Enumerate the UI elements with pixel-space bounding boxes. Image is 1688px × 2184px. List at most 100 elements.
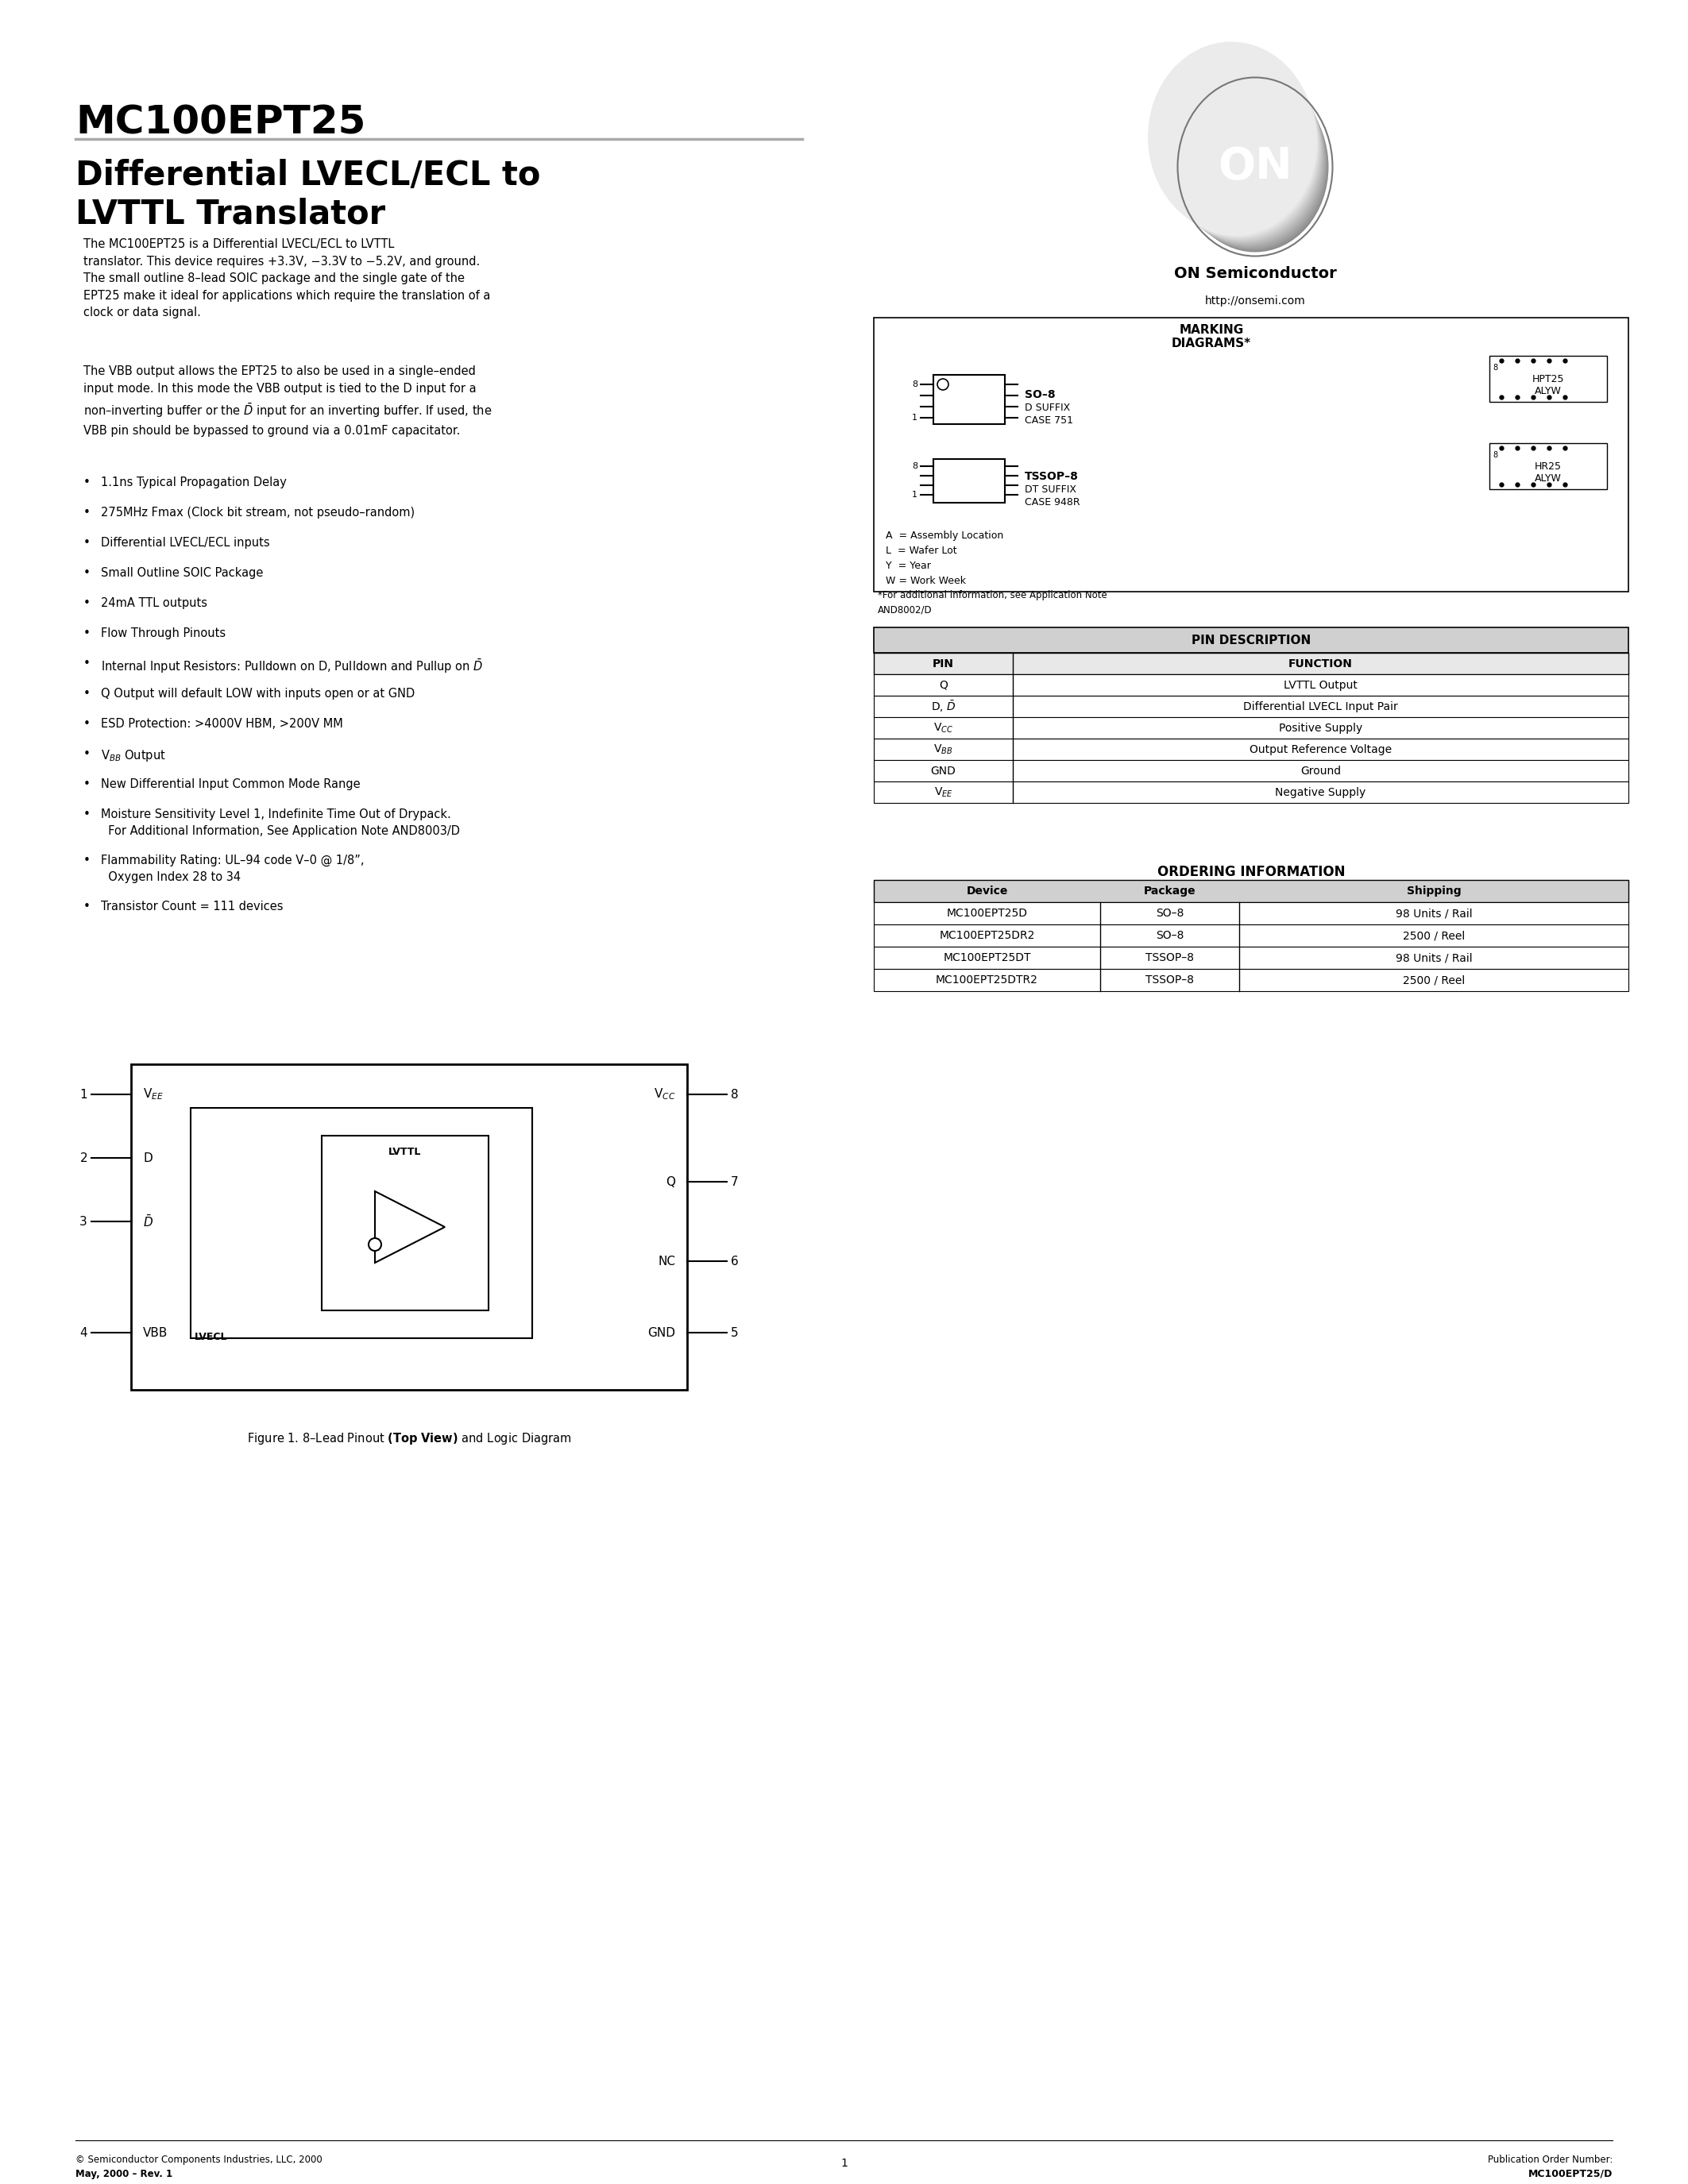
Text: 8: 8 bbox=[1492, 452, 1497, 459]
Text: *For additional information, see Application Note
AND8002/D: *For additional information, see Applica… bbox=[878, 590, 1107, 614]
FancyBboxPatch shape bbox=[874, 317, 1629, 592]
Text: 275MHz Fmax (Clock bit stream, not pseudo–random): 275MHz Fmax (Clock bit stream, not pseud… bbox=[101, 507, 415, 518]
Text: 98 Units / Rail: 98 Units / Rail bbox=[1396, 952, 1472, 963]
Text: Flow Through Pinouts: Flow Through Pinouts bbox=[101, 627, 226, 640]
Ellipse shape bbox=[1165, 61, 1322, 242]
Ellipse shape bbox=[1168, 66, 1323, 245]
FancyBboxPatch shape bbox=[191, 1107, 532, 1339]
Text: Transistor Count = 111 devices: Transistor Count = 111 devices bbox=[101, 900, 284, 913]
FancyBboxPatch shape bbox=[874, 653, 1629, 675]
Text: The VBB output allows the EPT25 to also be used in a single–ended
input mode. In: The VBB output allows the EPT25 to also … bbox=[83, 365, 491, 437]
Text: ESD Protection: >4000V HBM, >200V MM: ESD Protection: >4000V HBM, >200V MM bbox=[101, 719, 343, 729]
Text: 8: 8 bbox=[912, 380, 918, 389]
Text: 6: 6 bbox=[731, 1256, 739, 1267]
Text: •: • bbox=[83, 808, 91, 821]
FancyBboxPatch shape bbox=[874, 782, 1629, 804]
Text: LVTTL Output: LVTTL Output bbox=[1285, 679, 1357, 690]
Text: MC100EPT25D: MC100EPT25D bbox=[947, 909, 1028, 919]
Ellipse shape bbox=[1155, 50, 1317, 236]
Text: •: • bbox=[83, 778, 91, 791]
Text: 1: 1 bbox=[912, 491, 918, 498]
Text: 3: 3 bbox=[79, 1216, 88, 1227]
FancyBboxPatch shape bbox=[933, 459, 1004, 502]
Text: V$_{CC}$: V$_{CC}$ bbox=[653, 1088, 675, 1101]
Circle shape bbox=[937, 378, 949, 391]
Text: Ground: Ground bbox=[1300, 764, 1340, 775]
Text: ORDERING INFORMATION: ORDERING INFORMATION bbox=[1158, 865, 1345, 880]
Text: Package: Package bbox=[1144, 885, 1195, 898]
Ellipse shape bbox=[1180, 81, 1328, 251]
Text: •: • bbox=[83, 854, 91, 867]
Text: V$_{EE}$: V$_{EE}$ bbox=[933, 786, 952, 799]
Text: © Semiconductor Components Industries, LLC, 2000: © Semiconductor Components Industries, L… bbox=[76, 2156, 322, 2164]
Text: ALYW: ALYW bbox=[1534, 474, 1561, 483]
FancyBboxPatch shape bbox=[874, 675, 1629, 697]
FancyBboxPatch shape bbox=[874, 760, 1629, 782]
Text: MC100EPT25/D: MC100EPT25/D bbox=[1528, 2169, 1612, 2180]
Text: HR25: HR25 bbox=[1534, 461, 1561, 472]
Text: V$_{BB}$: V$_{BB}$ bbox=[933, 743, 954, 756]
Text: Output Reference Voltage: Output Reference Voltage bbox=[1249, 745, 1391, 756]
FancyBboxPatch shape bbox=[874, 627, 1629, 653]
Text: W = Work Week: W = Work Week bbox=[886, 577, 966, 585]
Text: •: • bbox=[83, 627, 91, 640]
Text: Q Output will default LOW with inputs open or at GND: Q Output will default LOW with inputs op… bbox=[101, 688, 415, 699]
Text: NC: NC bbox=[658, 1256, 675, 1267]
Text: The MC100EPT25 is a Differential LVECL/ECL to LVTTL
translator. This device requ: The MC100EPT25 is a Differential LVECL/E… bbox=[83, 238, 491, 319]
Text: MC100EPT25DT: MC100EPT25DT bbox=[944, 952, 1031, 963]
FancyBboxPatch shape bbox=[322, 1136, 488, 1310]
Text: Device: Device bbox=[966, 885, 1008, 898]
Text: Flammability Rating: UL–94 code V–0 @ 1/8”,
  Oxygen Index 28 to 34: Flammability Rating: UL–94 code V–0 @ 1/… bbox=[101, 854, 365, 882]
FancyBboxPatch shape bbox=[874, 880, 1629, 902]
FancyBboxPatch shape bbox=[874, 716, 1629, 738]
Text: Publication Order Number:: Publication Order Number: bbox=[1487, 2156, 1612, 2164]
Text: TSSOP–8: TSSOP–8 bbox=[1146, 952, 1193, 963]
Text: Shipping: Shipping bbox=[1406, 885, 1462, 898]
Text: FUNCTION: FUNCTION bbox=[1288, 657, 1352, 668]
Ellipse shape bbox=[1178, 79, 1327, 251]
Text: Small Outline SOIC Package: Small Outline SOIC Package bbox=[101, 568, 263, 579]
Text: •: • bbox=[83, 900, 91, 913]
Text: V$_{EE}$: V$_{EE}$ bbox=[143, 1088, 164, 1101]
Ellipse shape bbox=[1156, 50, 1318, 238]
Text: Y  = Year: Y = Year bbox=[886, 561, 930, 570]
Text: •: • bbox=[83, 749, 91, 760]
Ellipse shape bbox=[1170, 68, 1323, 245]
Text: http://onsemi.com: http://onsemi.com bbox=[1205, 295, 1305, 306]
Text: CASE 948R: CASE 948R bbox=[1025, 498, 1080, 507]
Text: 98 Units / Rail: 98 Units / Rail bbox=[1396, 909, 1472, 919]
Text: Negative Supply: Negative Supply bbox=[1274, 786, 1366, 797]
Ellipse shape bbox=[1171, 68, 1323, 247]
Text: 1: 1 bbox=[79, 1088, 88, 1101]
Text: 2500 / Reel: 2500 / Reel bbox=[1403, 974, 1465, 985]
Text: Internal Input Resistors: Pulldown on D, Pulldown and Pullup on $\bar{D}$: Internal Input Resistors: Pulldown on D,… bbox=[101, 657, 483, 675]
Text: LVECL: LVECL bbox=[194, 1332, 228, 1343]
Ellipse shape bbox=[1166, 63, 1322, 242]
Text: PIN: PIN bbox=[932, 657, 954, 668]
Ellipse shape bbox=[1151, 46, 1317, 234]
Text: D, $\bar{D}$: D, $\bar{D}$ bbox=[930, 699, 955, 714]
Text: MC100EPT25: MC100EPT25 bbox=[76, 103, 366, 142]
Text: HPT25: HPT25 bbox=[1533, 373, 1565, 384]
Text: TSSOP–8: TSSOP–8 bbox=[1025, 472, 1079, 483]
Text: D: D bbox=[143, 1151, 152, 1164]
Ellipse shape bbox=[1148, 41, 1315, 232]
Ellipse shape bbox=[1158, 55, 1318, 238]
Text: VBB: VBB bbox=[143, 1326, 167, 1339]
FancyBboxPatch shape bbox=[874, 924, 1629, 946]
Text: 2500 / Reel: 2500 / Reel bbox=[1403, 930, 1465, 941]
FancyBboxPatch shape bbox=[1489, 356, 1607, 402]
Ellipse shape bbox=[1151, 46, 1315, 234]
Text: Differential LVECL Input Pair: Differential LVECL Input Pair bbox=[1244, 701, 1398, 712]
Text: 24mA TTL outputs: 24mA TTL outputs bbox=[101, 596, 208, 609]
Text: New Differential Input Common Mode Range: New Differential Input Common Mode Range bbox=[101, 778, 360, 791]
Ellipse shape bbox=[1171, 70, 1325, 247]
Text: V$_{BB}$ Output: V$_{BB}$ Output bbox=[101, 749, 165, 762]
Text: SO–8: SO–8 bbox=[1156, 930, 1183, 941]
Text: 1: 1 bbox=[912, 413, 918, 422]
FancyBboxPatch shape bbox=[874, 970, 1629, 992]
Text: TSSOP–8: TSSOP–8 bbox=[1146, 974, 1193, 985]
Ellipse shape bbox=[1150, 44, 1315, 234]
Text: 7: 7 bbox=[731, 1175, 738, 1188]
Text: 1.1ns Typical Propagation Delay: 1.1ns Typical Propagation Delay bbox=[101, 476, 287, 489]
